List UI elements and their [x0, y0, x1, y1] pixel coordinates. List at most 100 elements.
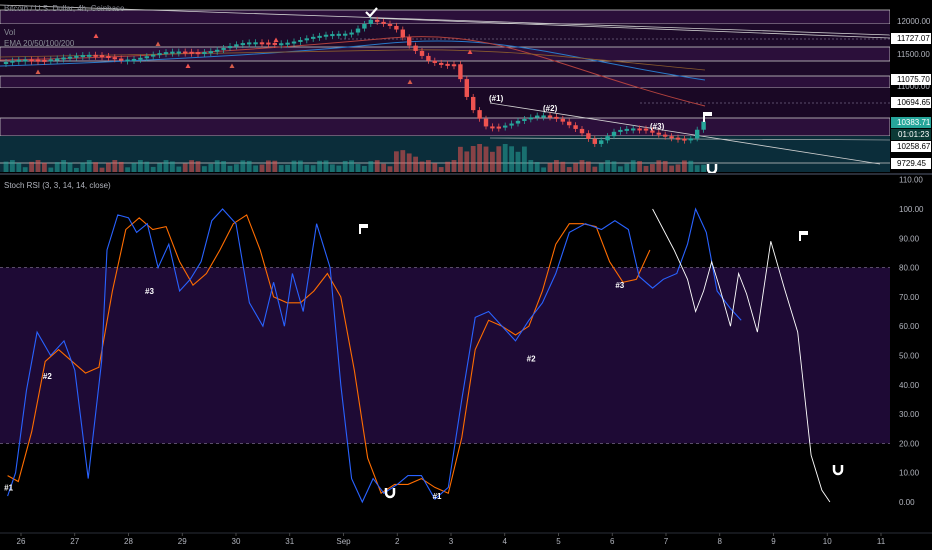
candle [496, 126, 501, 129]
stoch-rsi-pane: 110.00 100.00 90.00 80.00 70.00 60.00 50.00 40.… [0, 176, 924, 507]
volume-bar [112, 160, 118, 172]
time-axis-label: 30 [232, 537, 241, 546]
candle [394, 25, 399, 30]
ema-label: EMA 20/50/100/200 [4, 39, 75, 48]
volume-bar [355, 164, 361, 172]
current-price-tag: 10383.71 [897, 118, 931, 127]
magnet-icon [384, 488, 396, 499]
candle [631, 128, 636, 131]
signal-marker [467, 49, 473, 54]
volume-bar [598, 163, 604, 172]
candle [106, 55, 111, 58]
volume-bar [368, 161, 374, 172]
price-pattern-label-3: (#3) [650, 122, 665, 131]
volume-bar [630, 160, 636, 172]
volume-bar [310, 165, 316, 172]
volume-bar [278, 165, 284, 172]
volume-bar [579, 160, 585, 172]
candle [266, 42, 271, 45]
volume-bar [458, 146, 463, 172]
candle [240, 43, 245, 46]
candle [656, 132, 661, 135]
candle [362, 23, 367, 29]
volume-bar [67, 162, 73, 172]
candle [208, 51, 213, 54]
candle [426, 55, 431, 61]
candle [93, 54, 98, 57]
candle [3, 62, 9, 65]
volume-bar [93, 162, 98, 172]
candle [125, 59, 130, 62]
candle [343, 33, 348, 36]
candle [535, 115, 540, 118]
stoch-y-tick: 10.00 [899, 469, 920, 478]
candle [99, 55, 105, 58]
volume-bar [86, 160, 92, 172]
price-pattern-label-1: (#1) [489, 94, 504, 103]
volume-bar [656, 160, 662, 172]
candle [215, 49, 220, 52]
volume-bar [445, 161, 450, 172]
level-tag-10258: 10258.67 [897, 142, 931, 151]
stoch-annotation-label: #2 [527, 354, 536, 363]
volume-bar [611, 161, 617, 172]
volume-bar [138, 160, 143, 172]
volume-bar [688, 160, 694, 172]
candle [317, 35, 322, 38]
candle [163, 52, 169, 55]
candle [541, 115, 546, 118]
candle [138, 57, 143, 60]
ema-line-orange [0, 49, 706, 71]
symbol-title: Bitcoin / U.S. Dollar, 4h, Coinbase [4, 4, 125, 13]
time-axis-label: 5 [556, 537, 561, 546]
volume-bar [35, 160, 41, 172]
candle [669, 136, 674, 139]
candle [567, 121, 572, 126]
price-axis[interactable]: 12000.00 11500.00 11000.00 11727.07 1107… [890, 0, 932, 550]
volume-bar [605, 160, 610, 172]
time-axis[interactable]: 26 27 28 29 30 31 Sep 2 3 4 5 6 7 8 9 10 11 [0, 532, 932, 546]
candle [663, 134, 668, 137]
volume-bar [253, 165, 258, 172]
candle [624, 128, 629, 131]
volume-bar [323, 160, 329, 172]
stoch-annotation-label: #3 [615, 281, 624, 290]
time-axis-label: 27 [70, 537, 79, 546]
volume-bar [221, 161, 226, 172]
volume-bar [150, 166, 156, 172]
candle [599, 140, 604, 144]
candle [611, 131, 617, 137]
candle [586, 133, 591, 139]
stoch-annotation-label: #2 [43, 372, 52, 381]
time-axis-label: 11 [877, 537, 886, 546]
candle [234, 44, 239, 47]
stoch-y-tick: 70.00 [899, 293, 920, 302]
volume-bar [419, 161, 425, 172]
trendline-descending-long [0, 4, 891, 36]
candle [637, 128, 642, 131]
stoch-y-tick: 50.00 [899, 352, 920, 361]
volume-bar [208, 163, 214, 172]
volume-bar [470, 146, 476, 172]
time-axis-label: 28 [124, 537, 133, 546]
price-tick-11500: 11500.00 [897, 50, 930, 59]
candle [464, 79, 469, 97]
volume-bar [74, 167, 79, 172]
candle [528, 117, 533, 120]
candle [688, 138, 693, 141]
volume-bars-group [3, 144, 706, 172]
volume-bar [182, 163, 188, 172]
candle [298, 39, 303, 42]
volume-bar [29, 161, 34, 172]
volume-label: Vol [4, 28, 16, 37]
candle [522, 119, 527, 122]
checkmark-icon [365, 7, 378, 18]
signal-marker [155, 41, 161, 46]
candle [195, 52, 201, 55]
candle [547, 115, 553, 118]
signal-marker [93, 33, 99, 38]
volume-bar [125, 167, 130, 172]
candle [451, 64, 457, 67]
volume-bar [522, 146, 527, 172]
level-tag-11727: 11727.07 [897, 34, 930, 43]
